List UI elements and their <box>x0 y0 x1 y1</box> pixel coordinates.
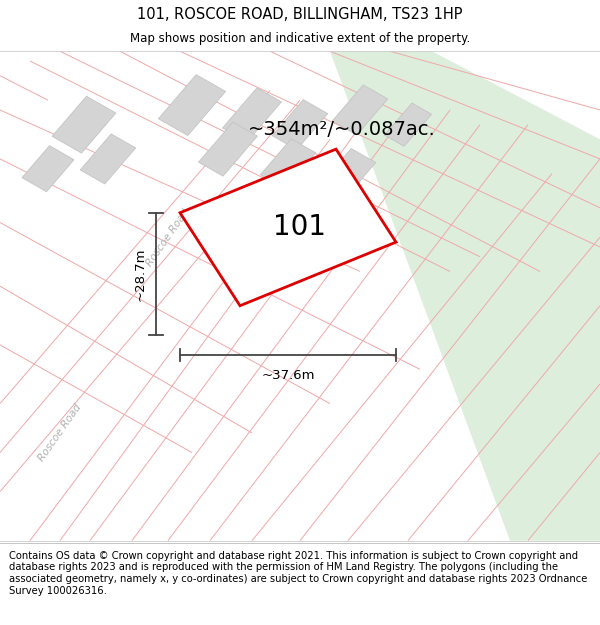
Polygon shape <box>260 139 316 189</box>
Polygon shape <box>158 74 226 136</box>
Text: ~37.6m: ~37.6m <box>261 369 315 382</box>
Text: 101, ROSCOE ROAD, BILLINGHAM, TS23 1HP: 101, ROSCOE ROAD, BILLINGHAM, TS23 1HP <box>137 7 463 22</box>
Polygon shape <box>332 85 388 135</box>
Polygon shape <box>223 88 281 142</box>
Polygon shape <box>330 51 600 541</box>
Text: Map shows position and indicative extent of the property.: Map shows position and indicative extent… <box>130 32 470 45</box>
Polygon shape <box>320 149 376 199</box>
Text: ~354m²/~0.087ac.: ~354m²/~0.087ac. <box>248 120 436 139</box>
Text: Roscoe Road: Roscoe Road <box>145 207 191 268</box>
Text: Contains OS data © Crown copyright and database right 2021. This information is : Contains OS data © Crown copyright and d… <box>9 551 587 596</box>
Text: 101: 101 <box>274 213 326 241</box>
Polygon shape <box>272 99 328 150</box>
Polygon shape <box>80 134 136 184</box>
Text: Roscoe Road: Roscoe Road <box>37 402 83 463</box>
Polygon shape <box>52 96 116 153</box>
Text: ~28.7m: ~28.7m <box>134 247 147 301</box>
Polygon shape <box>385 103 431 146</box>
Polygon shape <box>180 149 396 306</box>
Polygon shape <box>22 146 74 192</box>
Polygon shape <box>199 122 257 176</box>
